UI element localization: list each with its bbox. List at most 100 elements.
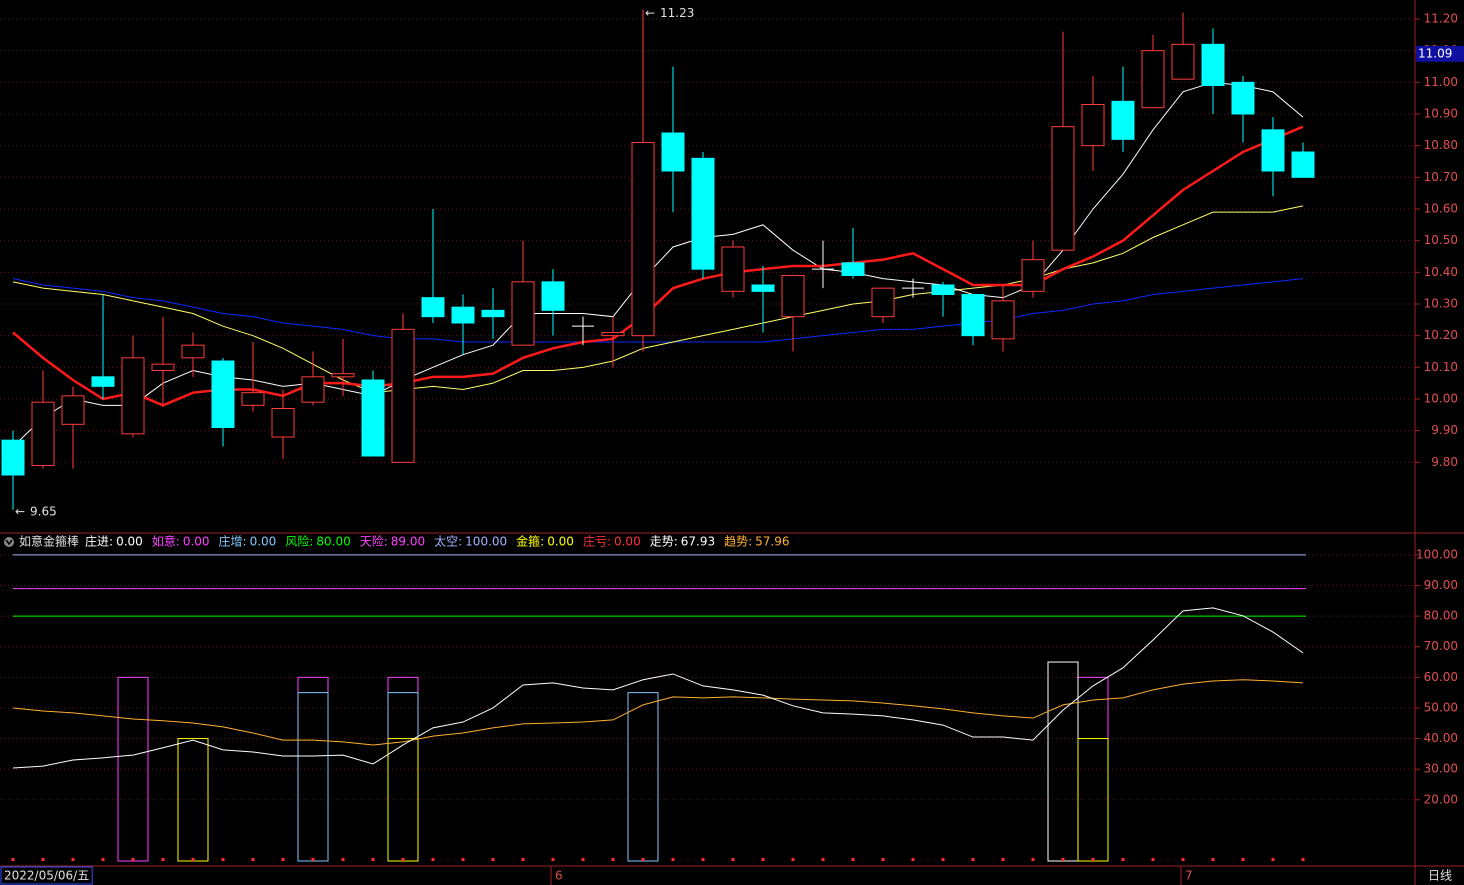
indicator-label: 庄亏: [583, 534, 611, 549]
indicator-dot [881, 858, 885, 861]
indicator-bar [297, 692, 329, 862]
y-tick-label: 80.00 [1424, 609, 1458, 623]
y-tick-label: 10.30 [1424, 297, 1458, 311]
candle-body [91, 376, 115, 387]
candle-body [691, 157, 715, 270]
candle-body [151, 363, 175, 371]
indicator-dot [851, 858, 855, 861]
candle-body [991, 300, 1015, 340]
candle-body [361, 379, 385, 457]
candle-body [541, 281, 565, 311]
indicator-dot [1301, 858, 1305, 861]
indicator-value: 0.00 [614, 535, 641, 549]
indicator-dot [821, 858, 825, 861]
y-tick-label: 10.10 [1424, 360, 1458, 374]
indicator-dot [191, 858, 195, 861]
candle-body [841, 262, 865, 277]
indicator-dot [71, 858, 75, 861]
candle-body [721, 246, 745, 292]
y-tick-label: 10.40 [1424, 265, 1458, 279]
indicator-dot [341, 858, 345, 861]
indicator-dot [641, 858, 645, 861]
indicator-dot [41, 858, 45, 861]
indicator-value: 0.00 [183, 535, 210, 549]
indicator-bar [1047, 661, 1079, 862]
indicator-dot [1181, 858, 1185, 861]
indicator-value: 0.00 [547, 535, 574, 549]
indicator-label: 庄进: [85, 534, 113, 549]
indicator-dot [221, 858, 225, 861]
candle-body [121, 357, 145, 435]
y-tick-label: 70.00 [1424, 639, 1458, 653]
annotation-arrow: ← [15, 504, 25, 518]
header-icon-arrow [5, 539, 13, 546]
candle-body [781, 275, 805, 318]
indicator-dot [731, 858, 735, 861]
y-tick-label: 9.90 [1431, 423, 1458, 437]
candle-body [931, 284, 955, 295]
candle-body [61, 395, 85, 425]
indicator-dot [551, 858, 555, 861]
indicator-line [12, 607, 1304, 769]
indicator-dot [761, 858, 765, 861]
last-price-box [1416, 45, 1464, 62]
candle-body [1051, 126, 1075, 251]
indicator-dot [911, 858, 915, 861]
indicator-label: 天险: [360, 534, 388, 549]
indicator-bar [387, 692, 419, 862]
indicator-dot [1241, 858, 1245, 861]
candle-body [1111, 100, 1135, 140]
indicator-value: 80.00 [316, 535, 350, 549]
candle-body [421, 297, 445, 318]
indicator-dot [461, 858, 465, 861]
y-tick-label: 10.90 [1424, 107, 1458, 121]
indicator-dot [1091, 858, 1095, 861]
y-tick-label: 50.00 [1424, 700, 1458, 714]
indicator-dot [611, 858, 615, 861]
candle-body [1021, 259, 1045, 292]
moving-average [12, 205, 1304, 394]
indicator-label: 庄增: [219, 534, 247, 549]
candle-body [511, 281, 535, 346]
y-tick-label: 20.00 [1424, 792, 1458, 806]
y-tick-label: 90.00 [1424, 578, 1458, 592]
indicator-dot [1151, 858, 1155, 861]
candle-body [31, 401, 55, 466]
y-tick-label: 10.50 [1424, 233, 1458, 247]
indicator-dot [1061, 858, 1065, 861]
indicator-value: 57.96 [755, 535, 789, 549]
indicator-dot [161, 858, 165, 861]
indicator-label: 太空: [434, 534, 462, 549]
indicator-label: 走势: [650, 535, 678, 549]
indicator-dot [251, 858, 255, 861]
indicator-dot [311, 858, 315, 861]
indicator-dot [1001, 858, 1005, 861]
indicator-label: 风险: [285, 534, 313, 549]
header-icon [4, 537, 14, 547]
date-box [0, 866, 93, 885]
price-annotation: 9.65 [30, 504, 57, 518]
indicator-value: 89.00 [391, 535, 425, 549]
indicator-dot [701, 858, 705, 861]
candle-body [601, 332, 625, 337]
candle-body [451, 306, 475, 324]
indicator-dot [11, 858, 15, 861]
y-tick-label: 100.00 [1416, 547, 1458, 561]
candle-body [961, 294, 985, 337]
moving-average [12, 125, 1304, 407]
indicator-value: 0.00 [250, 535, 277, 549]
candle-body [1231, 81, 1255, 115]
candle-body [481, 309, 505, 318]
indicator-dot [1121, 858, 1125, 861]
indicator-label: 如意: [152, 534, 180, 549]
indicator-dot [431, 858, 435, 861]
indicator-dot [401, 858, 405, 861]
indicator-dot [971, 858, 975, 861]
indicator-dot [941, 858, 945, 861]
indicator-line [12, 679, 1304, 746]
indicator-title: 如意金箍棒 [19, 534, 79, 549]
candle-body [241, 392, 265, 406]
y-tick-label: 10.20 [1424, 328, 1458, 342]
indicator-dot [1211, 858, 1215, 861]
